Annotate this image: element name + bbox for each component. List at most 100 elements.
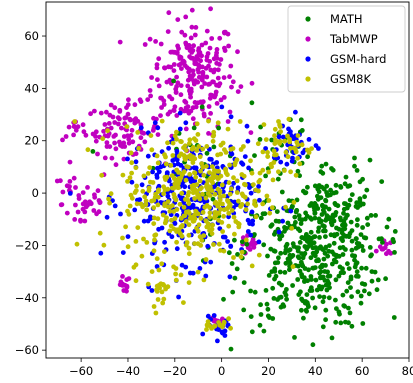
- data-point: [319, 163, 325, 169]
- data-point: [219, 182, 225, 188]
- data-point: [206, 131, 211, 136]
- data-point: [161, 282, 167, 288]
- data-point: [195, 132, 201, 137]
- data-point: [214, 160, 220, 165]
- data-point: [309, 201, 314, 206]
- data-point: [176, 176, 182, 181]
- data-point: [139, 182, 145, 188]
- data-point: [350, 253, 355, 258]
- data-point: [163, 154, 168, 160]
- data-point: [312, 183, 318, 189]
- data-point: [337, 245, 343, 251]
- data-point: [149, 269, 155, 274]
- data-point: [85, 147, 91, 153]
- data-point: [201, 172, 207, 178]
- data-point: [141, 236, 146, 242]
- x-tick-label: 60: [355, 364, 370, 378]
- data-point: [174, 113, 180, 118]
- data-point: [235, 185, 241, 191]
- data-point: [151, 248, 157, 254]
- data-point: [108, 191, 114, 197]
- data-point: [85, 185, 90, 190]
- data-point: [88, 111, 93, 117]
- data-point: [175, 43, 181, 49]
- data-point: [191, 43, 197, 49]
- data-point: [177, 126, 183, 132]
- data-point: [221, 29, 227, 35]
- data-point: [138, 135, 144, 141]
- data-point: [332, 201, 338, 206]
- data-point: [256, 239, 262, 245]
- data-point: [180, 58, 186, 64]
- data-point: [217, 193, 223, 199]
- data-point: [315, 196, 321, 202]
- data-point: [257, 197, 262, 203]
- data-point: [373, 213, 378, 218]
- data-point: [341, 232, 347, 238]
- data-point: [212, 94, 218, 100]
- data-point: [275, 297, 280, 302]
- data-point: [148, 179, 153, 185]
- data-point: [191, 136, 197, 142]
- data-point: [207, 170, 212, 176]
- data-point: [272, 269, 278, 274]
- data-point: [309, 146, 314, 152]
- data-point: [179, 139, 184, 145]
- data-point: [190, 190, 196, 196]
- data-point: [158, 41, 164, 47]
- data-point: [283, 260, 289, 266]
- data-point: [295, 142, 301, 148]
- data-point: [320, 299, 326, 305]
- data-point: [346, 305, 351, 311]
- data-point: [200, 210, 206, 215]
- data-point: [279, 189, 285, 195]
- data-point: [142, 42, 148, 47]
- data-point: [380, 240, 385, 245]
- data-point: [194, 54, 200, 59]
- data-point: [338, 184, 344, 190]
- data-point: [242, 181, 247, 187]
- data-point: [227, 162, 233, 168]
- data-point: [178, 151, 184, 157]
- data-point: [123, 224, 128, 230]
- data-point: [155, 216, 161, 222]
- data-point: [182, 184, 188, 190]
- data-point: [248, 288, 254, 294]
- data-point: [171, 226, 177, 232]
- data-point: [128, 150, 134, 156]
- data-point: [320, 324, 326, 330]
- data-point: [271, 160, 277, 165]
- data-point: [152, 194, 158, 200]
- data-point: [63, 134, 69, 139]
- data-point: [189, 176, 194, 182]
- data-point: [163, 286, 169, 292]
- data-point: [139, 253, 145, 259]
- data-point: [60, 137, 65, 143]
- data-point: [104, 144, 110, 149]
- data-point: [187, 141, 192, 146]
- data-point: [258, 312, 264, 317]
- data-point: [193, 104, 199, 110]
- data-point: [133, 188, 139, 194]
- data-point: [325, 278, 330, 284]
- data-point: [178, 83, 184, 88]
- data-point: [319, 284, 325, 290]
- data-point: [154, 153, 160, 159]
- data-point: [211, 313, 217, 318]
- data-point: [325, 273, 331, 279]
- data-point: [141, 218, 147, 224]
- data-point: [209, 36, 215, 41]
- data-point: [314, 258, 319, 264]
- data-point: [236, 221, 242, 227]
- data-point: [362, 194, 367, 200]
- data-point: [162, 239, 168, 245]
- data-point: [225, 126, 231, 132]
- data-point: [186, 280, 192, 285]
- data-point: [204, 184, 209, 190]
- data-point: [310, 342, 316, 348]
- data-point: [135, 225, 141, 231]
- data-point: [345, 280, 351, 285]
- data-point: [183, 177, 189, 183]
- data-point: [295, 133, 301, 139]
- data-point: [182, 63, 188, 68]
